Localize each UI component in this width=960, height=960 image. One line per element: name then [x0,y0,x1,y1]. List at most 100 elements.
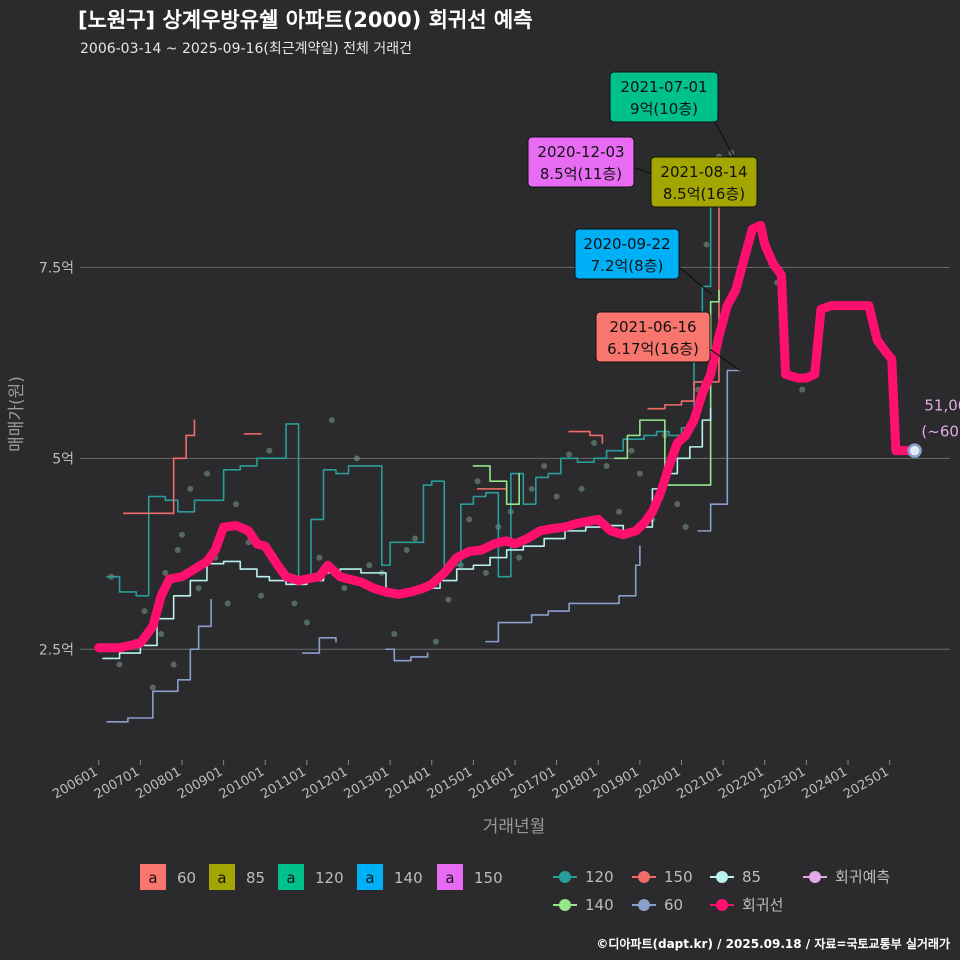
scatter-point [516,554,523,561]
legend-point [638,899,650,911]
scatter-point [412,535,419,542]
legend-swatch-glyph: a [445,869,454,887]
scatter-point [591,440,598,447]
prediction-value: 51,000 [924,397,960,415]
legend-swatch-glyph: a [217,869,226,887]
annotation-box [574,228,680,280]
legend-label-swatch [140,864,166,890]
scatter-point [616,508,623,515]
x-tick-label: 200701 [92,764,142,802]
scatter-point [482,569,489,576]
legend-swatch-glyph: a [365,869,374,887]
x-tick-label: 202201 [716,764,766,802]
scatter-point [170,661,177,668]
legend-point [638,871,650,883]
scatter-point [316,554,323,561]
legend-point [716,899,728,911]
chart-subtitle: 2006-03-14 ~ 2025-09-16(최근계약일) 전체 거래건 [80,41,412,57]
legend-point [716,871,728,883]
x-axis: 2006012007012008012009012010012011012012… [50,760,892,802]
plot-area: 2021-07-01 9억(10층) 2020-12-03 8.5억(11층) 2021… [80,71,960,723]
scatter-point [116,661,123,668]
legend: a 60 a 85 a 120 a 140 a 150 120 150 85 회귀예측 140 60 회귀선 [140,864,890,914]
scatter-point [578,485,585,492]
x-tick-label: 201001 [217,764,267,802]
legend-label-text: 140 [394,869,423,887]
x-tick-label: 201201 [300,764,350,802]
annotation-price: 8.5억(16층) [663,185,745,203]
prediction-point [907,443,922,458]
annotation-price: 9억(10층) [630,100,698,118]
legend-label-swatch [278,864,304,890]
annotation-date: 2021-07-01 [620,78,707,96]
legend-line-text: 회귀예측 [835,868,890,886]
scatter-point [403,546,410,553]
series-line-회귀선 [94,220,920,653]
scatter-point [474,478,481,485]
x-tick-label: 202101 [675,764,725,802]
legend-label-text: 120 [315,869,344,887]
chart-title: [노원구] 상계우방유쉘 아파트(2000) 회귀선 예측 [78,8,533,32]
legend-label-swatch [437,864,463,890]
legend-line-text: 150 [664,868,693,886]
scatter-point [682,524,689,531]
scatter-point [445,596,452,603]
legend-label-swatch [357,864,383,890]
legend-label-swatch [209,864,235,890]
legend-line-text: 140 [585,896,614,914]
scatter-point [528,485,535,492]
legend-swatch-glyph: a [148,869,157,887]
legend-point [559,899,571,911]
x-tick-label: 202401 [800,764,850,802]
scatter-point [203,470,210,477]
annotation-date: 2021-08-14 [660,163,747,181]
scatter-point [162,569,169,576]
legend-line-text: 85 [742,868,761,886]
legend-label-text: 85 [246,869,265,887]
scatter-point [195,585,202,592]
scatter-point [628,447,635,454]
scatter-point [799,386,806,393]
annotation-box [609,71,719,123]
x-tick-label: 201701 [508,764,558,802]
annotation-box [527,136,635,188]
scatter-point [341,585,348,592]
scatter-point [291,600,298,607]
annotation-price: 6.17억(16층) [607,340,699,358]
scatter-point [178,531,185,538]
scatter-point [566,451,573,458]
scatter-point [187,485,194,492]
prediction-area: (~60㎡) [921,423,960,441]
annotation-box [595,311,711,363]
series-line-140 [472,289,720,505]
annotation-price: 8.5억(11층) [540,165,622,183]
scatter-point [149,684,156,691]
legend-label-text: 150 [474,869,503,887]
scatter-point [328,417,335,424]
scatter-point [158,630,165,637]
scatter-point [432,638,439,645]
scatter-point [303,619,310,626]
x-tick-label: 201401 [383,764,433,802]
y-tick-label: 2.5억 [39,642,74,658]
scatter-point [703,241,710,248]
x-tick-label: 201901 [591,764,641,802]
scatter-point [141,608,148,615]
x-tick-label: 202301 [758,764,808,802]
scatter-point [603,462,610,469]
annotation-price: 7.2억(8층) [591,257,664,275]
x-tick-label: 201501 [425,764,475,802]
x-axis-title: 거래년월 [483,817,546,837]
scatter-point [541,462,548,469]
legend-line-text: 60 [664,896,683,914]
scatter-point [266,447,273,454]
annotation-date: 2021-06-16 [609,318,696,336]
y-axis: 2.5억 5억 7.5억 [39,260,74,658]
gridlines [80,266,950,650]
series-line-120 [106,163,741,597]
scatter-point [258,592,265,599]
scatter-point [553,493,560,500]
legend-point [809,871,821,883]
x-tick-label: 200901 [175,764,225,802]
